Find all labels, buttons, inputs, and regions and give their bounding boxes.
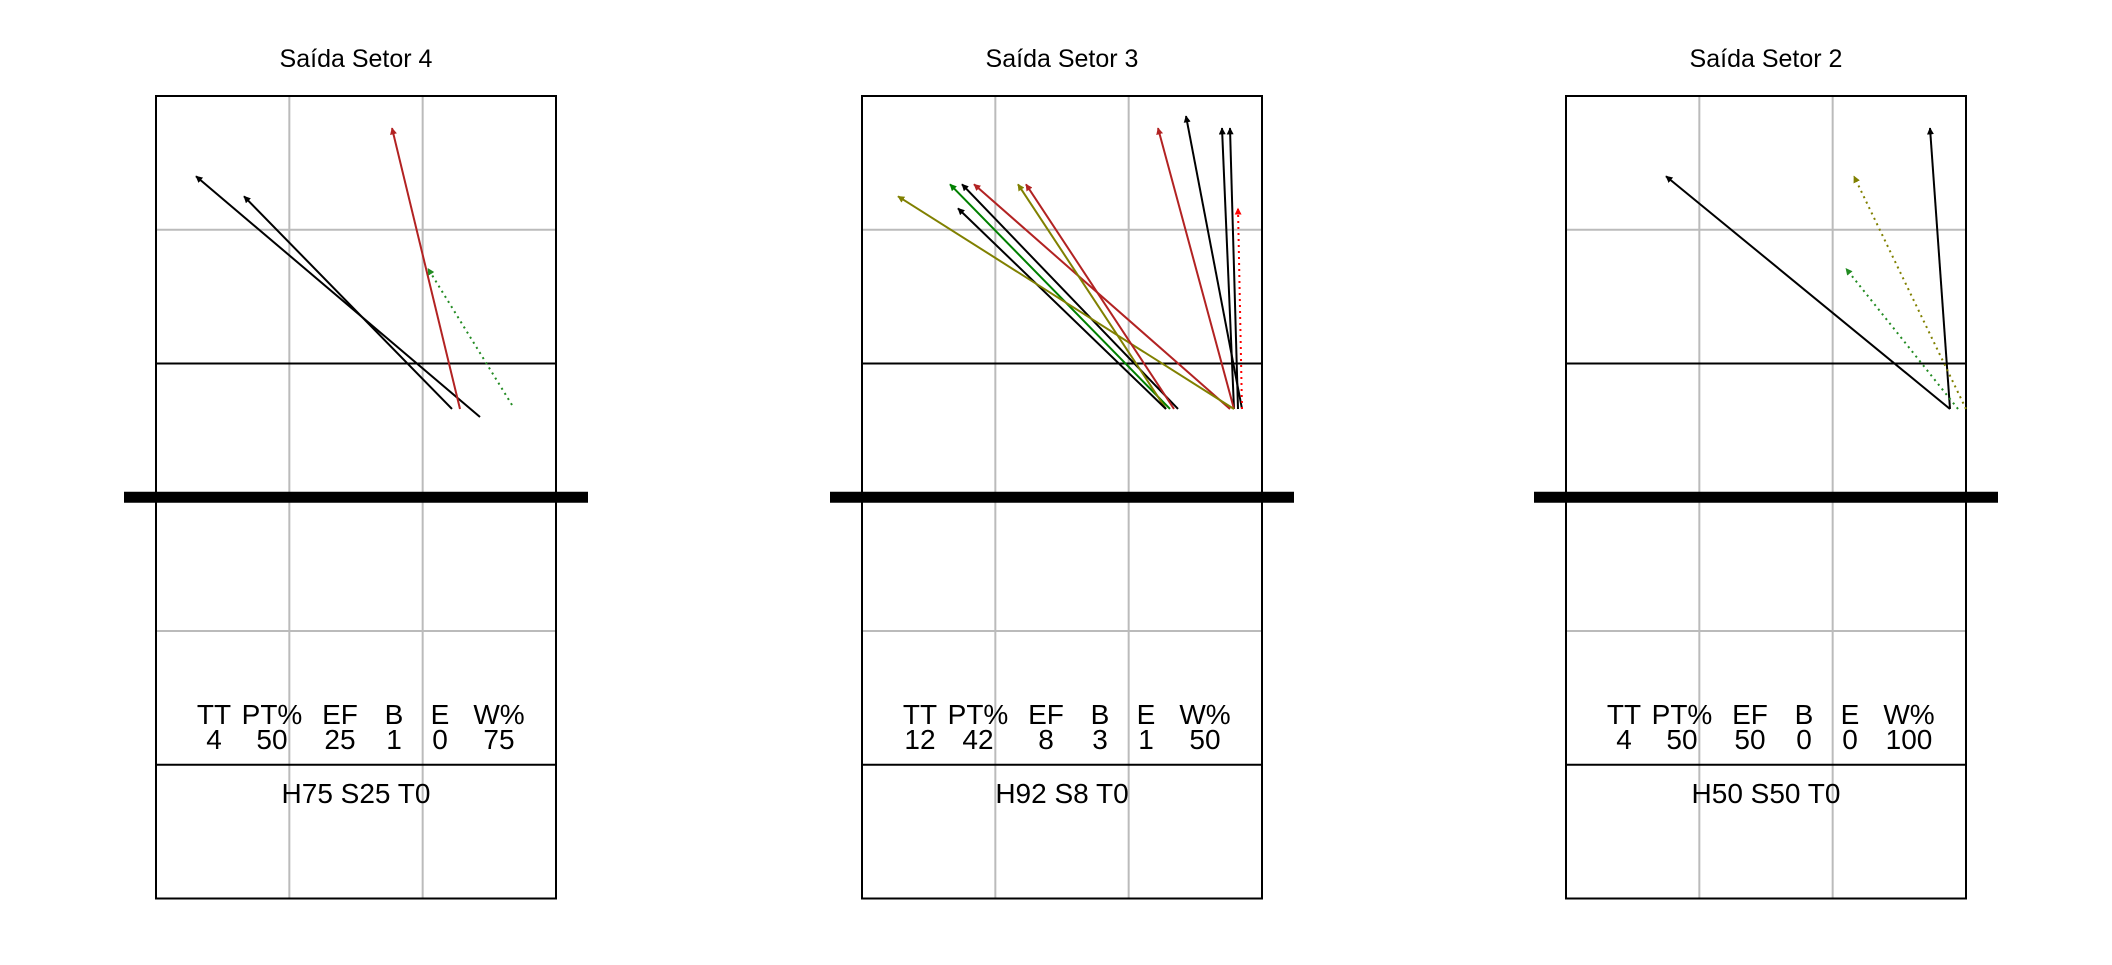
panel-footer: H92 S8 T0 [995,778,1128,809]
stats-header-label: TT [1607,699,1641,730]
stats-header-label: PT% [1652,699,1713,730]
stats-header-label: B [385,699,404,730]
attack-arrow [195,175,481,418]
stats-header-label: EF [322,699,358,730]
stats-header-label: B [1091,699,1110,730]
stats-value: 100 [1886,724,1933,755]
stats-value: 3 [1092,724,1108,755]
stats-header-label: W% [1179,699,1230,730]
attack-arrow [949,183,1171,410]
attack-arrow [1218,127,1235,410]
stats-header-label: PT% [242,699,303,730]
stats-value: 50 [1189,724,1220,755]
stats-value: 1 [386,724,402,755]
stats-header-label: TT [197,699,231,730]
stats-header-label: PT% [948,699,1009,730]
attack-arrow [1665,175,1951,410]
attack-arrow [427,267,513,406]
stats-header-label: TT [903,699,937,730]
panel-title: Saída Setor 4 [280,45,433,73]
attack-arrow [1226,127,1239,410]
panel-title: Saída Setor 3 [986,45,1139,73]
stats-value: 8 [1038,724,1054,755]
stats-value: 0 [1796,724,1812,755]
stats-value: 4 [206,724,222,755]
stats-value: 42 [962,724,993,755]
stats-header-label: W% [1883,699,1934,730]
stats-value: 0 [1842,724,1858,755]
stats-header-label: EF [1732,699,1768,730]
attack-arrow [957,207,1167,410]
stats-value: 50 [1734,724,1765,755]
stats-value: 25 [324,724,355,755]
attack-arrow [897,195,1235,410]
attack-arrow [390,127,461,410]
stats-value: 4 [1616,724,1632,755]
attack-arrow [1234,207,1243,409]
stats-value: 0 [432,724,448,755]
stats-value: 50 [256,724,287,755]
attack-arrow [1853,175,1967,410]
attack-arrow [1156,127,1235,410]
stats-header-label: E [431,699,450,730]
stats-header-label: B [1795,699,1814,730]
stats-header-label: EF [1028,699,1064,730]
stats-value: 12 [904,724,935,755]
stats-header-label: E [1841,699,1860,730]
attack-arrow [1017,183,1167,410]
panel-footer: H75 S25 T0 [282,778,431,809]
panel-title: Saída Setor 2 [1690,45,1843,73]
stats-value: 50 [1666,724,1697,755]
stats-header-label: E [1137,699,1156,730]
stats-header-label: W% [473,699,524,730]
attack-arrow [1926,127,1951,410]
attack-arrow [243,195,453,410]
attack-arrow [1025,183,1175,410]
attack-arrow [973,183,1231,410]
stats-value: 75 [483,724,514,755]
stats-value: 1 [1138,724,1154,755]
panel-footer: H50 S50 T0 [1692,778,1841,809]
